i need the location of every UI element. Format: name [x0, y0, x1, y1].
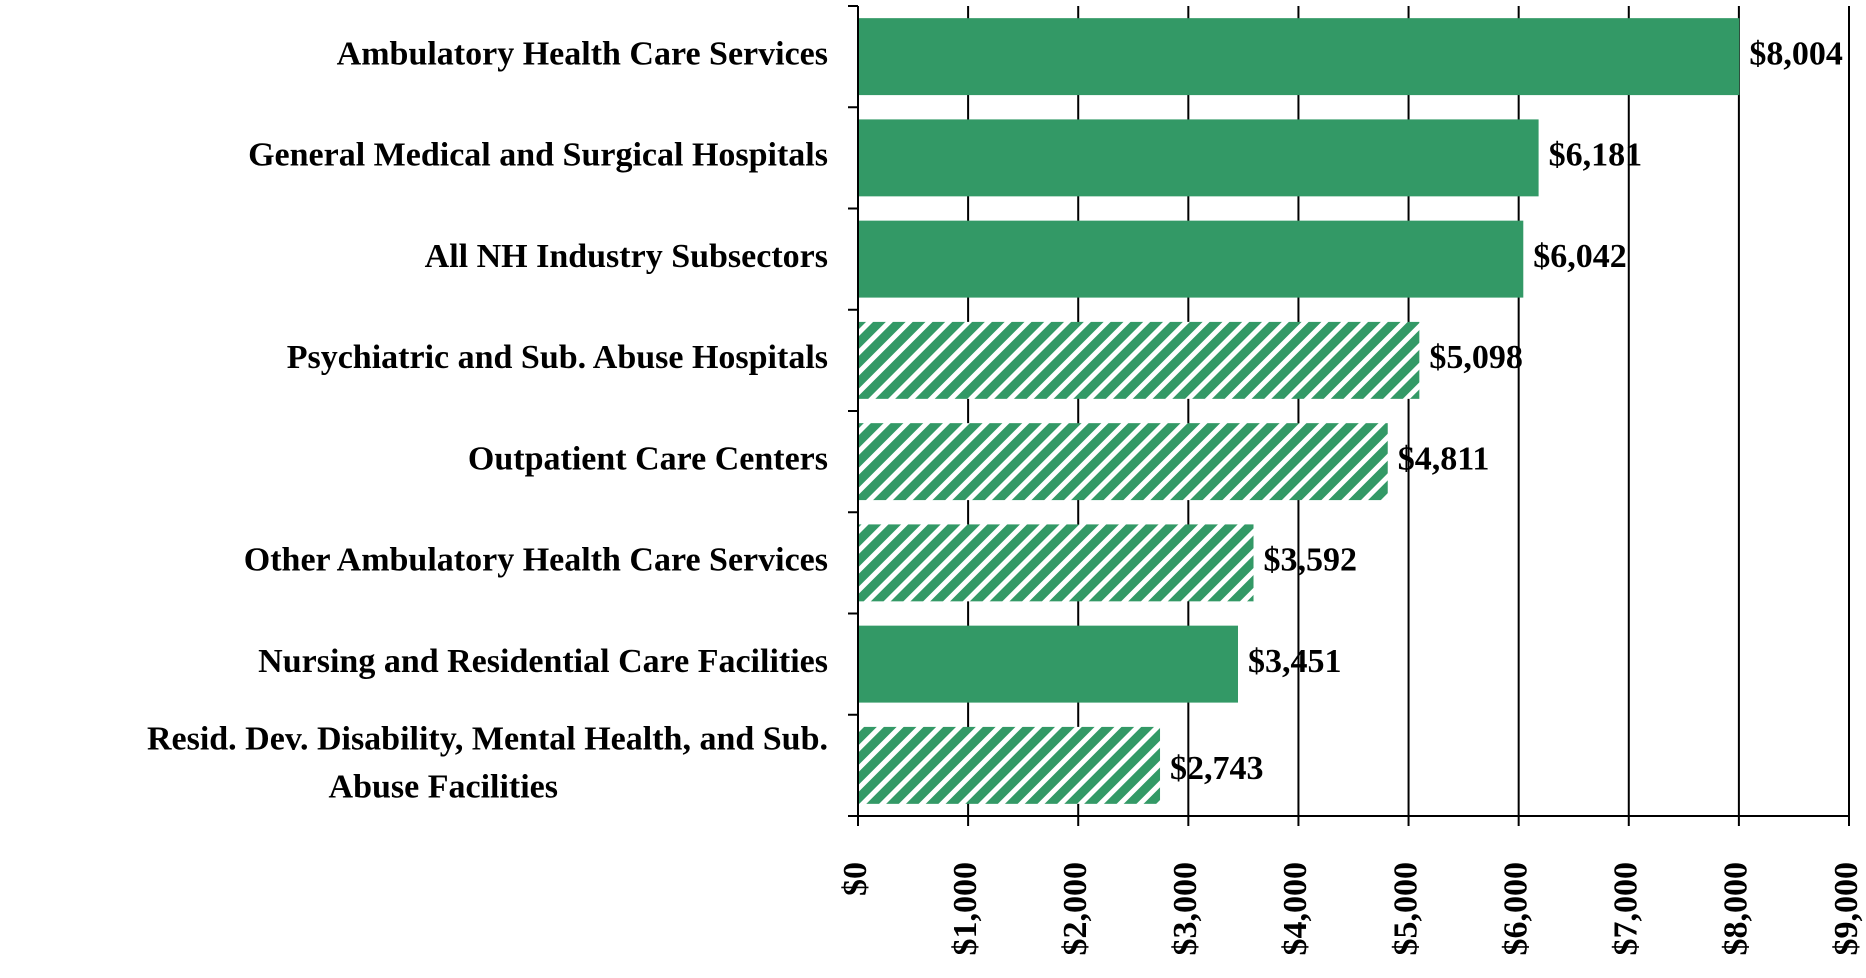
x-tick-label: $9,000 — [1828, 862, 1865, 956]
x-tick-label: $2,000 — [1057, 862, 1094, 956]
x-tick-label: $4,000 — [1277, 862, 1314, 956]
data-label: $6,042 — [1533, 238, 1627, 275]
x-tick-label: $0 — [837, 862, 874, 896]
label-line: Resid. Dev. Disability, Mental Health, a… — [147, 720, 828, 757]
x-tick-label: $7,000 — [1608, 862, 1645, 956]
bar — [858, 119, 1539, 197]
data-label: $6,181 — [1549, 137, 1643, 174]
bar — [858, 524, 1254, 602]
data-label: $8,004 — [1749, 35, 1843, 72]
bar — [858, 423, 1388, 501]
y-tick-label: Nursing and Residential Care Facilities — [258, 643, 828, 680]
x-tick-label: $1,000 — [947, 862, 984, 956]
bar — [858, 220, 1524, 298]
x-tick-label: $6,000 — [1497, 862, 1534, 956]
bar — [858, 18, 1740, 96]
x-tick-label: $8,000 — [1718, 862, 1755, 956]
y-tick-label: All NH Industry Subsectors — [425, 238, 828, 275]
data-label: $3,592 — [1264, 542, 1358, 579]
label-line: Abuse Facilities — [329, 768, 558, 805]
y-tick-label: Psychiatric and Sub. Abuse Hospitals — [287, 339, 828, 376]
y-tick-label: Ambulatory Health Care Services — [337, 35, 828, 72]
y-tick-label: General Medical and Surgical Hospitals — [248, 137, 828, 174]
data-label: $2,743 — [1170, 750, 1264, 787]
y-tick-label: Outpatient Care Centers — [468, 440, 828, 477]
data-label: $3,451 — [1248, 643, 1342, 680]
y-tick-label: Resid. Dev. Disability, Mental Health, a… — [147, 720, 828, 805]
bar — [858, 625, 1238, 703]
x-tick-label: $3,000 — [1167, 862, 1204, 956]
x-tick-label: $5,000 — [1387, 862, 1424, 956]
y-tick-label: Other Ambulatory Health Care Services — [244, 542, 828, 579]
bar — [858, 726, 1161, 804]
data-label: $4,811 — [1398, 440, 1490, 477]
bar — [858, 321, 1420, 399]
data-label: $5,098 — [1429, 339, 1523, 376]
